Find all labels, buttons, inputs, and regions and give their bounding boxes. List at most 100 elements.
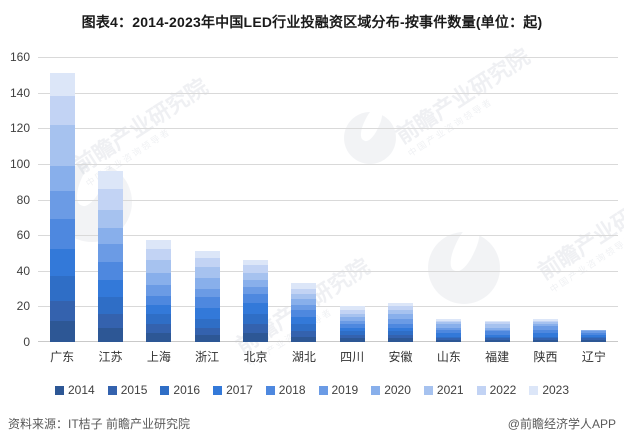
stacked-bar-安徽 <box>388 302 413 342</box>
bar-segment-辽宁-2018 <box>581 333 607 335</box>
stacked-bar-北京 <box>243 260 268 342</box>
bar-segment-安徽-2022 <box>388 306 413 310</box>
y-tick-label: 100 <box>9 156 30 171</box>
bar-segment-四川-2021 <box>339 313 365 318</box>
bar-segment-北京-2020 <box>243 279 268 287</box>
stacked-bar-山东 <box>436 318 462 342</box>
bar-segment-陕西-2016 <box>533 336 558 339</box>
stacked-bar-辽宁 <box>581 329 607 342</box>
bar-segment-湖北-2022 <box>291 288 317 294</box>
bar-segment-安徽-2020 <box>388 313 413 319</box>
bar-segment-陕西-2019 <box>533 325 558 330</box>
bar-segment-陕西-2020 <box>533 324 558 326</box>
legend-swatch-icon <box>160 385 170 395</box>
legend-item-2016: 2016 <box>160 383 200 397</box>
bar-segment-湖北-2014 <box>291 336 317 342</box>
legend-swatch-icon <box>476 385 486 395</box>
legend-item-2021: 2021 <box>423 383 464 397</box>
x-axis-line <box>38 341 618 342</box>
bar-segment-上海-2014 <box>146 333 172 342</box>
bar-segment-安徽-2019 <box>388 318 413 325</box>
y-tick-label: 80 <box>16 192 30 207</box>
chart-title: 图表4：2014-2023年中国LED行业投融资区域分布-按事件数量(单位：起) <box>81 14 543 30</box>
bar-segment-北京-2017 <box>243 302 268 314</box>
bar-segment-上海-2019 <box>146 285 172 296</box>
gridline <box>38 163 618 165</box>
gridline <box>38 92 618 94</box>
bar-segment-山东-2018 <box>436 329 462 334</box>
bar-segment-福建-2021 <box>484 324 510 328</box>
bar-segment-江苏-2014 <box>98 327 123 342</box>
bar-segment-安徽-2014 <box>388 338 413 342</box>
bar-segment-浙江-2023 <box>194 251 220 259</box>
x-category-label: 陕西 <box>533 350 558 364</box>
bar-segment-上海-2018 <box>146 295 172 305</box>
legend-label: 2023 <box>542 383 570 397</box>
bar-segment-山东-2014 <box>436 340 462 342</box>
y-tick-label: 20 <box>16 299 30 314</box>
stacked-bar-湖北 <box>291 283 317 342</box>
stacked-bar-浙江 <box>194 251 220 342</box>
bar-segment-福建-2016 <box>484 336 510 339</box>
bar-segment-浙江-2014 <box>194 334 220 342</box>
bar-segment-上海-2023 <box>146 240 172 250</box>
x-category-label: 四川 <box>340 350 365 364</box>
legend-label: 2016 <box>173 383 201 397</box>
bar-segment-福建-2018 <box>484 331 510 335</box>
bar-segment-浙江-2015 <box>194 327 220 335</box>
gridline <box>38 57 618 58</box>
bar-segment-福建-2022 <box>484 322 510 325</box>
bar-segment-广东-2015 <box>49 301 75 321</box>
bar-segment-湖北-2016 <box>291 324 317 332</box>
bar-segment-陕西-2023 <box>533 318 558 321</box>
bar-segment-浙江-2019 <box>194 288 220 298</box>
bar-segment-山东-2023 <box>436 318 462 321</box>
bar-segment-湖北-2023 <box>291 283 317 289</box>
bar-segment-广东-2021 <box>49 124 75 166</box>
legend-label: 2018 <box>278 383 306 397</box>
legend-label: 2019 <box>331 383 359 397</box>
legend-swatch-icon <box>265 385 275 395</box>
y-tick-label: 0 <box>23 335 30 349</box>
bar-segment-北京-2015 <box>243 324 268 334</box>
bar-segment-福建-2014 <box>484 340 510 342</box>
bar-segment-北京-2014 <box>243 333 268 342</box>
legend-label: 2022 <box>489 383 517 397</box>
bar-segment-江苏-2016 <box>98 297 123 314</box>
plot-area <box>38 57 618 342</box>
bar-segment-江苏-2017 <box>98 279 123 298</box>
bar-segment-辽宁-2017 <box>581 334 607 337</box>
bar-segment-辽宁-2019 <box>581 331 607 334</box>
legend-label: 2015 <box>120 383 148 397</box>
x-category-label: 北京 <box>243 350 268 364</box>
y-tick-label: 120 <box>9 121 30 136</box>
bar-segment-浙江-2022 <box>194 258 220 268</box>
bar-segment-江苏-2022 <box>98 188 123 211</box>
legend: 2014 2015 2016 2017 2018 2019 2020 2021 2022 2023 <box>0 383 624 397</box>
y-tick-label: 60 <box>16 228 30 243</box>
bar-segment-山东-2020 <box>436 324 462 328</box>
bar-segment-陕西-2017 <box>533 333 558 337</box>
bar-segment-安徽-2015 <box>388 334 413 339</box>
gridline <box>38 270 618 272</box>
bar-segment-安徽-2018 <box>388 324 413 328</box>
bar-segment-广东-2017 <box>49 249 75 277</box>
bar-segment-陕西-2021 <box>533 322 558 325</box>
bar-segment-北京-2021 <box>243 272 268 280</box>
bar-segment-浙江-2021 <box>194 267 220 278</box>
legend-swatch-icon <box>423 385 433 395</box>
bar-segment-湖北-2019 <box>291 304 317 310</box>
legend-swatch-icon <box>213 385 223 395</box>
bar-segment-广东-2018 <box>49 219 75 250</box>
bar-segment-湖北-2017 <box>291 317 317 325</box>
bar-segment-广东-2023 <box>49 73 75 97</box>
bar-segment-湖北-2020 <box>291 299 317 305</box>
bar-segment-北京-2022 <box>243 265 268 273</box>
bar-segment-湖北-2021 <box>291 293 317 300</box>
gridline <box>38 199 618 201</box>
legend-label: 2014 <box>67 383 95 397</box>
bar-segment-山东-2021 <box>436 322 462 325</box>
legend-label: 2021 <box>436 383 464 397</box>
bar-segment-福建-2015 <box>484 338 510 341</box>
